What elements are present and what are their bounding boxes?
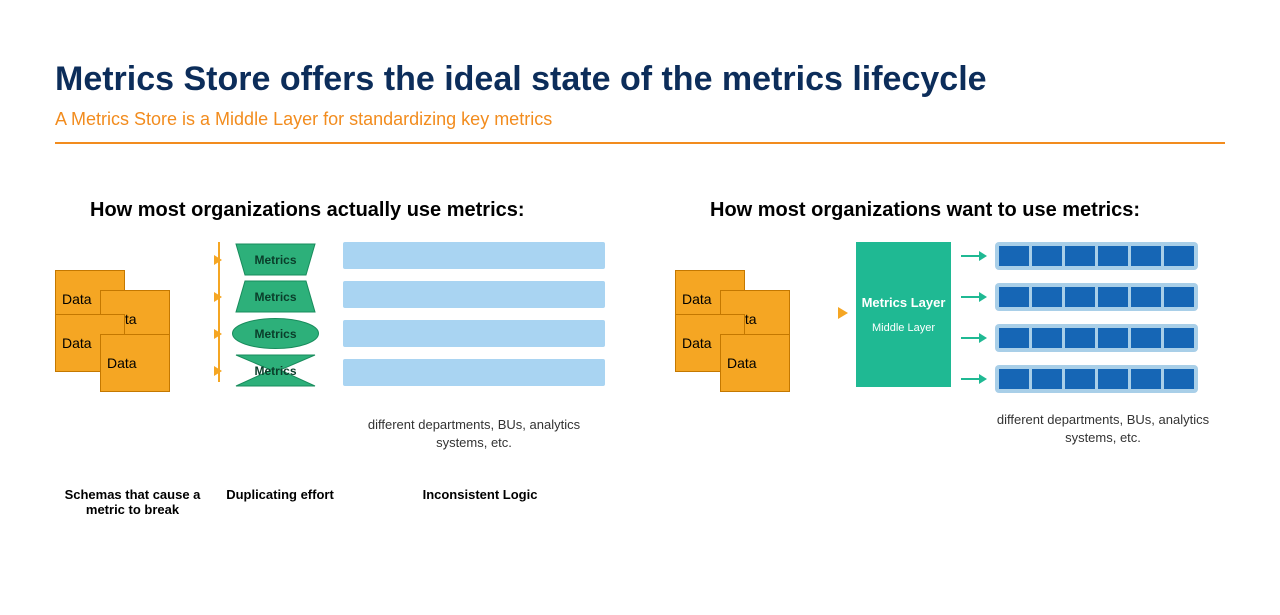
- output-arrow-icon: [961, 292, 987, 302]
- metrics-layer-main: Metrics Layer: [862, 295, 946, 310]
- left-caption: different departments, BUs, analytics sy…: [343, 416, 605, 452]
- output-cell: [1164, 328, 1194, 348]
- output-arrow-icon: [961, 333, 987, 343]
- metrics-label: Metrics: [228, 316, 323, 351]
- metrics-shape: Metrics: [228, 279, 323, 314]
- right-outputs-wrap: different departments, BUs, analytics sy…: [951, 242, 1225, 447]
- output-cell: [1098, 328, 1128, 348]
- metrics-stack: MetricsMetricsMetricsMetrics: [228, 242, 323, 388]
- right-data-cluster: DataDataDataData: [675, 242, 830, 387]
- right-arrow-in: [838, 307, 848, 319]
- right-caption: different departments, BUs, analytics sy…: [981, 411, 1225, 447]
- metrics-label: Metrics: [228, 242, 323, 277]
- output-cell: [1131, 328, 1161, 348]
- left-data-cluster: DataDataDataData: [55, 242, 210, 387]
- output-arrow-icon: [961, 251, 987, 261]
- left-heading: How most organizations actually use metr…: [90, 199, 605, 222]
- output-cell: [1032, 328, 1062, 348]
- label-duplicating: Duplicating effort: [225, 487, 335, 517]
- output-bar-light: [343, 320, 605, 347]
- output-cell: [1164, 287, 1194, 307]
- output-cell: [1131, 369, 1161, 389]
- output-cell: [1131, 287, 1161, 307]
- output-cell: [1098, 287, 1128, 307]
- output-cell: [999, 328, 1029, 348]
- output-cell: [1032, 369, 1062, 389]
- left-labels-row: Schemas that cause a metric to break Dup…: [55, 487, 605, 517]
- output-cell: [1032, 246, 1062, 266]
- right-diagram: DataDataDataData Metrics Layer Middle La…: [675, 242, 1225, 447]
- label-inconsistent: Inconsistent Logic: [355, 487, 605, 517]
- output-cell: [1065, 369, 1095, 389]
- output-row: [961, 283, 1225, 311]
- right-heading: How most organizations want to use metri…: [710, 199, 1225, 222]
- metrics-shape: Metrics: [228, 242, 323, 277]
- output-cell: [1098, 369, 1128, 389]
- label-schemas: Schemas that cause a metric to break: [55, 487, 210, 517]
- output-cell: [1164, 246, 1194, 266]
- left-column: How most organizations actually use metr…: [55, 199, 605, 517]
- output-row: [961, 365, 1225, 393]
- metrics-layer-box: Metrics Layer Middle Layer: [856, 242, 951, 387]
- output-bar: [995, 324, 1198, 352]
- page-title: Metrics Store offers the ideal state of …: [55, 60, 1225, 99]
- left-bars-column: different departments, BUs, analytics sy…: [343, 242, 605, 452]
- output-cell: [1164, 369, 1194, 389]
- metrics-layer-sub: Middle Layer: [872, 322, 935, 334]
- output-arrow-icon: [961, 374, 987, 384]
- output-cell: [1032, 287, 1062, 307]
- right-outputs: [961, 242, 1225, 393]
- data-box: Data: [100, 334, 170, 392]
- metrics-shape: Metrics: [228, 316, 323, 351]
- metrics-label: Metrics: [228, 353, 323, 388]
- output-bar-light: [343, 242, 605, 269]
- diagram-columns: How most organizations actually use metr…: [55, 199, 1225, 517]
- output-bar: [995, 283, 1198, 311]
- output-cell: [1131, 246, 1161, 266]
- output-row: [961, 324, 1225, 352]
- output-cell: [1065, 246, 1095, 266]
- page-subtitle: A Metrics Store is a Middle Layer for st…: [55, 109, 1225, 130]
- output-cell: [999, 369, 1029, 389]
- output-cell: [999, 246, 1029, 266]
- left-diagram: DataDataDataData MetricsMetricsMetricsMe…: [55, 242, 605, 452]
- output-bar: [995, 242, 1198, 270]
- divider-line: [55, 142, 1225, 144]
- output-cell: [1065, 328, 1095, 348]
- output-row: [961, 242, 1225, 270]
- output-cell: [999, 287, 1029, 307]
- output-cell: [1065, 287, 1095, 307]
- output-cell: [1098, 246, 1128, 266]
- data-box: Data: [720, 334, 790, 392]
- output-bar-light: [343, 281, 605, 308]
- metrics-label: Metrics: [228, 279, 323, 314]
- metrics-shape: Metrics: [228, 353, 323, 388]
- right-column: How most organizations want to use metri…: [675, 199, 1225, 517]
- output-bar-light: [343, 359, 605, 386]
- output-bar: [995, 365, 1198, 393]
